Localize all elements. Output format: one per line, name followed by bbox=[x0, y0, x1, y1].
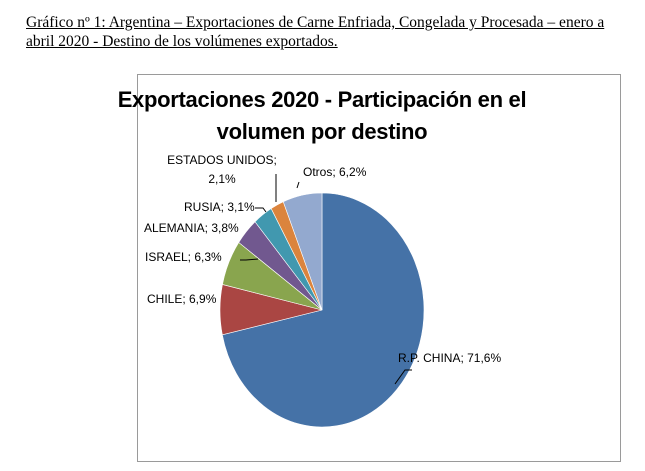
data-label-alemania: ALEMANIA; 3,8% bbox=[144, 221, 239, 235]
data-label-chile: CHILE; 6,9% bbox=[147, 292, 217, 306]
chart-title-line-1: Exportaciones 2020 - Participación en el bbox=[117, 87, 527, 112]
chart-title-line-2: volumen por destino bbox=[216, 119, 428, 144]
leader-line bbox=[255, 207, 267, 213]
leader-line bbox=[394, 369, 412, 385]
pie-slice-r-p-china bbox=[221, 192, 425, 428]
leader-line bbox=[240, 258, 259, 261]
figure-caption: Gráfico nº 1: Argentina – Exportaciones … bbox=[26, 14, 605, 50]
data-label-china: R.P. CHINA; 71,6% bbox=[398, 351, 502, 365]
data-label-estados-unidos: ESTADOS UNIDOS; 2,1% bbox=[166, 153, 278, 187]
data-label-otros: Otros; 6,2% bbox=[303, 165, 367, 179]
chart-title: Exportaciones 2020 - Participación en el… bbox=[22, 84, 622, 148]
chart-frame bbox=[137, 74, 621, 462]
data-label-estados-unidos-name: ESTADOS UNIDOS; bbox=[167, 153, 277, 167]
pie-slice-otros bbox=[282, 192, 323, 311]
data-label-estados-unidos-value: 2,1% bbox=[208, 172, 236, 186]
leader-line bbox=[296, 181, 300, 189]
data-label-israel: ISRAEL; 6,3% bbox=[145, 250, 222, 264]
data-label-rusia: RUSIA; 3,1% bbox=[184, 200, 255, 214]
